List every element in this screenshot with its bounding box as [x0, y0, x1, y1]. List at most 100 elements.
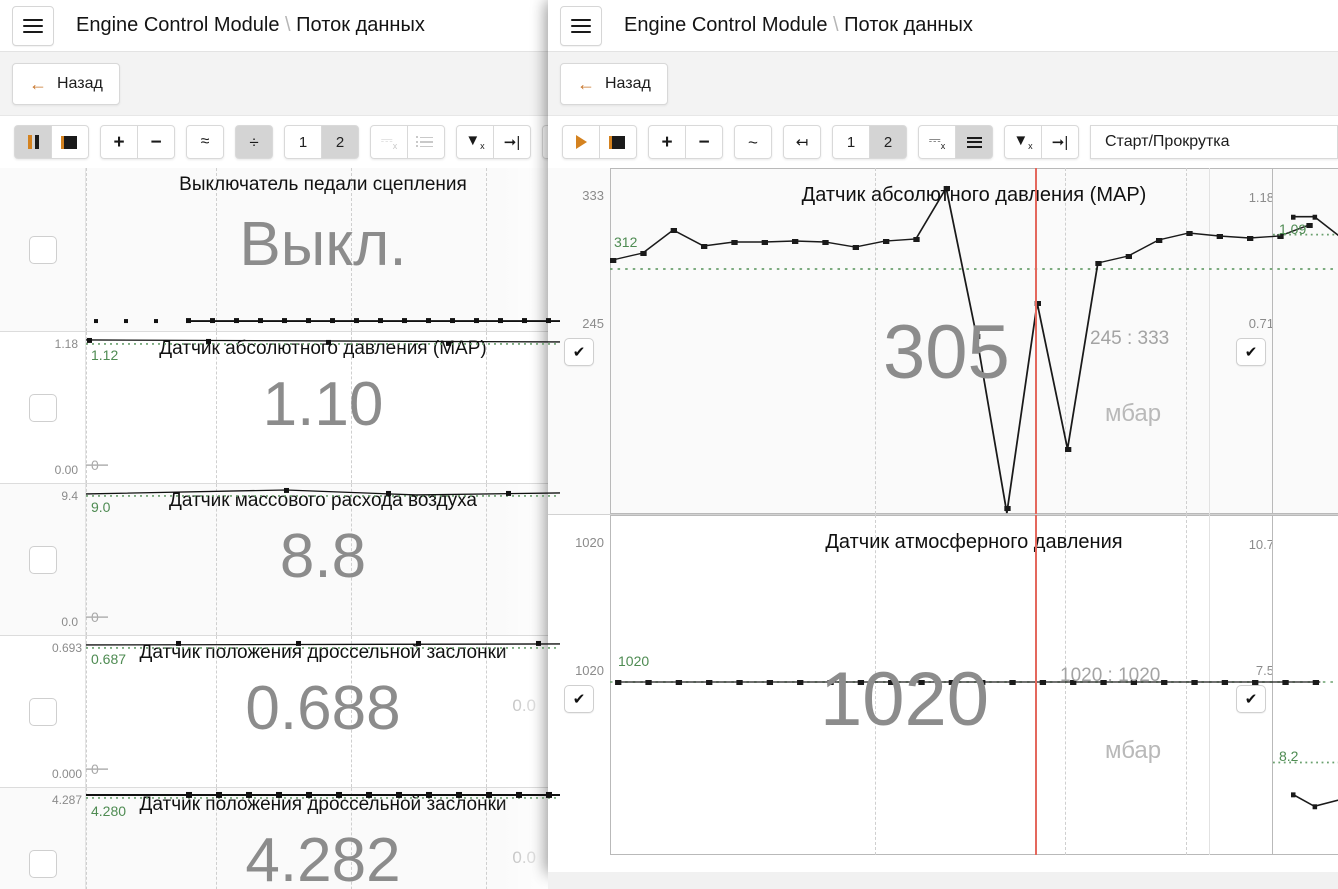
atm-axis-min: 1020 [575, 663, 604, 678]
graph-view-button[interactable] [955, 125, 993, 159]
stop-button[interactable] [51, 125, 89, 159]
background-titlebar: Engine Control Module \ Поток данных [0, 0, 560, 52]
atm-axis-max: 1020 [575, 535, 604, 550]
foreground-navbar: ← Назад [548, 52, 1338, 116]
play-button[interactable] [562, 125, 600, 159]
row-checkbox[interactable] [28, 545, 57, 574]
filter-x-icon: ▼x [465, 132, 485, 151]
approximate-button[interactable]: ≈ [186, 125, 224, 159]
chart-row-atmospheric[interactable]: 1020 1020 ✔ Датчик атмосферного давления… [548, 515, 1338, 855]
page-title: Engine Control Module \ Поток данных [76, 14, 425, 37]
divide-icon: ÷ [249, 132, 259, 152]
column-2-button[interactable]: 2 [321, 125, 359, 159]
table-row[interactable]: 4.287 4.280 Датчик положения дроссельной… [0, 788, 560, 889]
row-axis-min: 0.00 [54, 463, 78, 477]
chart-list: 333 245 ✔ Датчик абсолютного давления (M… [548, 168, 1338, 872]
filter-clear-button[interactable]: ▼x [456, 125, 494, 159]
zoom-out-button[interactable]: − [685, 125, 723, 159]
row-checkbox[interactable] [28, 393, 57, 422]
row-checkbox[interactable] [28, 849, 57, 878]
background-data-rows[interactable]: Выключатель педали сцепления Выкл. [0, 168, 560, 889]
row-plot: Выключатель педали сцепления Выкл. [86, 168, 560, 331]
back-button[interactable]: ← Назад [12, 62, 120, 105]
row-axis-min: 0.000 [51, 767, 82, 781]
title-separator: \ [833, 14, 839, 36]
map-axis-column: 333 245 ✔ [548, 168, 610, 514]
map-series-checkbox[interactable]: ✔ [564, 338, 594, 366]
atm-series-checkbox[interactable]: ✔ [564, 685, 594, 713]
bars-icon [966, 136, 982, 148]
row-checkbox-cell [0, 168, 86, 331]
jump-end-button[interactable]: ➞| [1041, 125, 1079, 159]
fit-height-button[interactable]: ↤ [783, 125, 821, 159]
arrow-left-icon: ← [577, 73, 595, 94]
side-axis-max: 10.7 [1248, 537, 1274, 552]
column-1-button[interactable]: 1 [832, 125, 870, 159]
chart-row-map[interactable]: 333 245 ✔ Датчик абсолютного давления (M… [548, 168, 1338, 515]
row-value: 0.688 [245, 674, 401, 743]
stop-button[interactable] [599, 125, 637, 159]
stop-icon [611, 135, 625, 149]
list-view-button[interactable] [407, 125, 445, 159]
foreground-window: Engine Control Module \ Поток данных ← Н… [548, 0, 1338, 872]
playback-group [562, 125, 637, 159]
title-page: Поток данных [296, 14, 425, 36]
page-title: Engine Control Module \ Поток данных [624, 14, 973, 37]
zoom-in-button[interactable]: + [100, 125, 138, 159]
map-current-value: 305 [883, 310, 1010, 395]
title-app: Engine Control Module [76, 14, 280, 36]
title-page: Поток данных [844, 14, 973, 36]
column-1-button[interactable]: 1 [284, 125, 322, 159]
atm-chart-title: Датчик атмосферного давления [825, 531, 1123, 553]
plus-icon: + [113, 131, 125, 153]
row-checkbox[interactable] [28, 235, 57, 264]
clear-record-button[interactable]: ⎓x [918, 125, 956, 159]
background-toolbar: + − ≈ ÷ 1 2 ⎓x [0, 116, 560, 168]
column-2-button[interactable]: 2 [869, 125, 907, 159]
row-series [86, 337, 560, 466]
pause-button[interactable] [14, 125, 52, 159]
row-series [86, 791, 560, 799]
row-checkbox-cell [0, 636, 86, 787]
table-row[interactable]: Выключатель педали сцепления Выкл. [0, 168, 560, 332]
side-plot: 8.2 [1272, 515, 1338, 855]
zoom-out-button[interactable]: − [137, 125, 175, 159]
filter-clear-button[interactable]: ▼x [1004, 125, 1042, 159]
table-row[interactable]: 1.18 0.00 1.12 0 Датчик абсолютного давл… [0, 332, 560, 484]
search-input[interactable]: Старт/Прокрутка [1090, 125, 1338, 159]
row-checkbox[interactable] [28, 697, 57, 726]
zoom-in-button[interactable]: + [648, 125, 686, 159]
side-series-checkbox[interactable]: ✔ [1236, 338, 1266, 366]
smooth-group: ~ [734, 125, 772, 159]
i-beam-icon: ↤ [795, 133, 809, 151]
clear-record-button[interactable]: ⎓x [370, 125, 408, 159]
background-navbar: ← Назад [0, 52, 560, 116]
row-checkbox-cell [0, 788, 86, 889]
row-axis-max: 1.18 [54, 337, 78, 351]
side-series-checkbox[interactable]: ✔ [1236, 685, 1266, 713]
row-axis-max: 0.693 [51, 641, 82, 655]
cursor-line[interactable] [1035, 168, 1037, 514]
foreground-toolbar: + − ~ ↤ 1 2 ⎓x [548, 116, 1338, 168]
filter-group: ▼x ➞| [456, 125, 531, 159]
column-count-group: 1 2 [832, 125, 907, 159]
table-row[interactable]: 9.4 0.0 9.0 0 Датчик массового расхода в… [0, 484, 560, 636]
clear-record-icon: ⎓x [380, 132, 398, 151]
row-axis-min: 0.0 [61, 615, 78, 629]
cursor-line[interactable] [1035, 515, 1037, 855]
row-title: Датчик положения дроссельной заслонки [139, 794, 507, 815]
back-button-label: Назад [605, 74, 651, 92]
row-threshold-label: 0.687 [91, 651, 127, 667]
minus-icon: − [698, 131, 710, 153]
table-row[interactable]: 0.693 0.000 0.687 0 Датчик положения дро… [0, 636, 560, 788]
back-button[interactable]: ← Назад [560, 62, 668, 105]
zoom-group: + − [648, 125, 723, 159]
hamburger-icon[interactable] [12, 5, 54, 46]
minus-icon: − [150, 131, 162, 153]
playback-group [14, 125, 89, 159]
side-series [1273, 214, 1338, 237]
smooth-button[interactable]: ~ [734, 125, 772, 159]
divide-button[interactable]: ÷ [235, 125, 273, 159]
jump-end-button[interactable]: ➞| [493, 125, 531, 159]
hamburger-icon[interactable] [560, 5, 602, 46]
